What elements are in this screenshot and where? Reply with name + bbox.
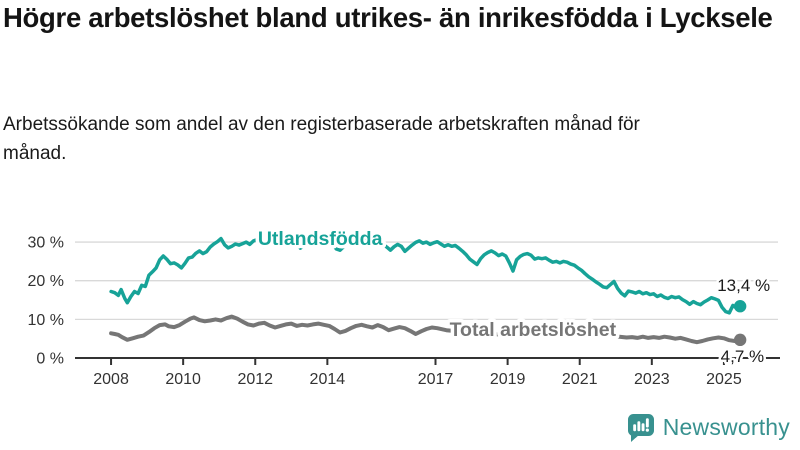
y-axis-label: 20 % xyxy=(28,273,64,290)
series-end-dot-1 xyxy=(733,333,747,347)
x-tick-label: 2019 xyxy=(490,371,526,388)
series-line-1 xyxy=(109,314,743,345)
x-tick-label: 2017 xyxy=(418,371,454,388)
page-subtitle: Arbetssökande som andel av den registerb… xyxy=(3,114,640,165)
x-tick-label: 2008 xyxy=(93,371,129,388)
y-axis-label: 10 % xyxy=(28,312,64,329)
series-end-label-0: 13,4 % xyxy=(717,276,770,295)
series-inline-label-1: Total arbetslöshet xyxy=(450,319,617,341)
newsworthy-wordmark: Newsworthy xyxy=(662,414,790,440)
x-tick-label: 2010 xyxy=(165,371,201,388)
x-tick-label: 2014 xyxy=(310,371,346,388)
x-tick-label: 2023 xyxy=(634,371,670,388)
y-axis-label: 0 % xyxy=(36,351,64,368)
x-tick-label: 2012 xyxy=(237,371,273,388)
x-tick-label: 2021 xyxy=(562,371,598,388)
page-title: Högre arbetslöshet bland utrikes- än inr… xyxy=(3,2,773,33)
bar-chart-speech-bubble-icon xyxy=(627,414,654,442)
y-axis-label: 30 % xyxy=(28,235,64,252)
series-inline-label-0: Utlandsfödda xyxy=(258,228,383,250)
newsworthy-logo[interactable]: Newsworthy xyxy=(626,412,790,443)
series-end-dot-0 xyxy=(733,300,747,313)
series-end-label-1: 4,7 % xyxy=(721,347,764,366)
series-line-0 xyxy=(109,236,742,315)
x-tick-label: 2025 xyxy=(706,371,742,388)
